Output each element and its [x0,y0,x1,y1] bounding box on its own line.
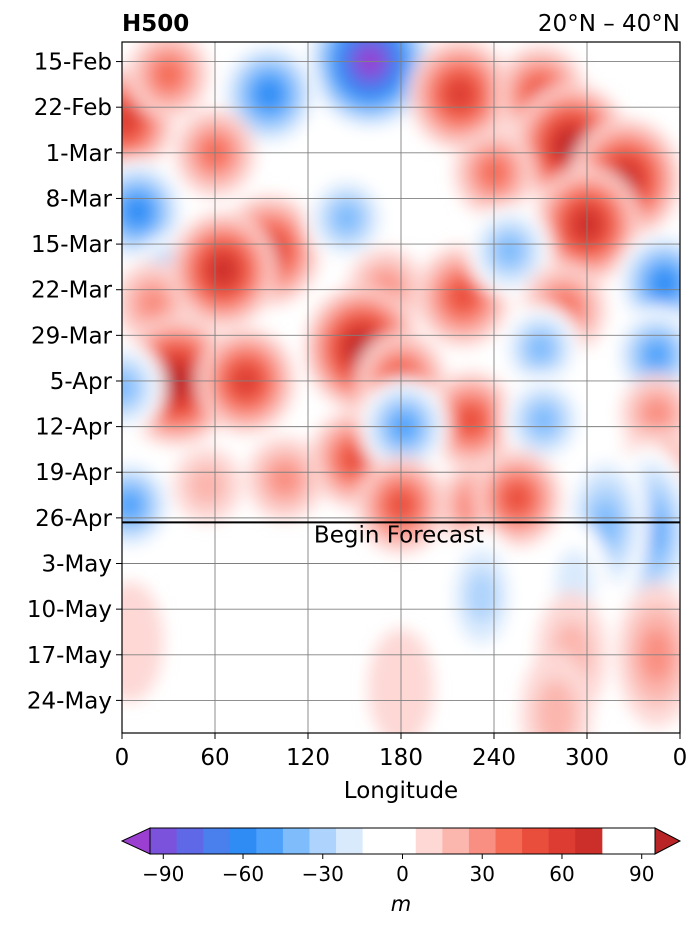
anomaly-center [466,203,553,298]
anomaly-center [122,581,164,702]
colorbar-swatch [442,828,470,854]
colorbar-tick-label: −60 [222,862,264,886]
colorbar-swatch [229,828,257,854]
y-tick-label: 1-Mar [46,141,113,167]
y-tick-label: 19-Apr [35,460,112,486]
anomaly-center [169,211,277,329]
colorbar-swatch [548,828,576,854]
colorbar-tick-label: 60 [549,862,574,886]
colorbar-swatch [256,828,284,854]
plot-area: Begin Forecast [121,41,681,734]
chart-title-left: H500 [122,11,189,37]
x-tick-label: 180 [379,745,423,771]
anomaly-center [520,650,592,733]
y-tick-label: 15-Feb [34,50,112,76]
colorbar-swatch [309,828,337,854]
x-tick-label: 120 [286,745,330,771]
chart-title-right: 20°N – 40°N [538,11,680,37]
colorbar-swatch [575,828,603,854]
anomaly-center [172,447,242,523]
colorbar-tick-label: 90 [629,862,654,886]
forecast-annotation: Begin Forecast [314,522,484,548]
anomaly-center [303,171,390,265]
y-tick-label: 22-Feb [34,95,112,121]
y-tick-label: 10-May [27,597,112,623]
colorbar: −90 −60 −30 0 30 60 90 [120,827,682,886]
anomaly-center [122,455,175,554]
x-tick-label: 0 [115,745,130,771]
anomaly-center [500,373,587,467]
colorbar-swatch [150,828,178,854]
y-tick-label: 17-May [27,643,112,669]
anomaly-center [218,42,321,151]
colorbar-extend-low [120,827,151,855]
y-tick-label: 12-Apr [35,415,112,441]
colorbar-swatch [336,828,364,854]
colorbar-label: m [391,892,411,916]
colorbar-swatch [468,828,497,854]
anomaly-field [122,42,680,733]
x-tick-label: 300 [565,745,609,771]
colorbar-swatch [282,828,310,854]
y-tick-label: 3-May [42,552,112,578]
y-tick-label: 5-Apr [50,369,113,395]
x-tick-label: 240 [472,745,516,771]
y-tick-label: 26-Apr [35,506,112,532]
anomaly-center [615,229,680,337]
anomaly-center [127,42,210,119]
colorbar-tick-label: 0 [396,862,409,886]
anomaly-center [246,436,324,521]
x-axis-label: Longitude [344,778,458,804]
colorbar-swatch [362,828,390,854]
colorbar-swatch [415,828,443,854]
colorbar-swatch [522,828,550,854]
anomaly-center [122,340,165,435]
colorbar-tick-label: 30 [470,862,495,886]
y-tick-label: 22-Mar [31,278,113,304]
anomaly-center [425,371,516,470]
y-axis: 15-Feb 22-Feb 1-Mar 8-Mar 15-Mar 22-Mar 29-Mar… [27,50,122,714]
y-tick-label: 15-Mar [31,232,113,258]
colorbar-swatch [389,828,417,854]
colorbar-swatch [176,828,204,854]
colorbar-tick-label: −90 [142,862,184,886]
x-tick-label: 0 [673,745,688,771]
x-tick-label: 60 [200,745,229,771]
colorbar-swatch [495,828,523,854]
anomaly-center [122,157,187,266]
anomaly-center [408,42,512,151]
anomaly-center [499,304,582,393]
colorbar-extend-high [654,827,682,855]
anomaly-center [304,42,436,134]
y-tick-label: 8-Mar [46,186,113,212]
y-tick-label: 29-Mar [31,323,113,349]
colorbar-swatch [203,828,231,854]
y-tick-label: 24-May [27,688,112,714]
colorbar-tick-label: −30 [302,862,344,886]
x-axis: 0 60 120 180 240 300 0 [115,733,688,771]
